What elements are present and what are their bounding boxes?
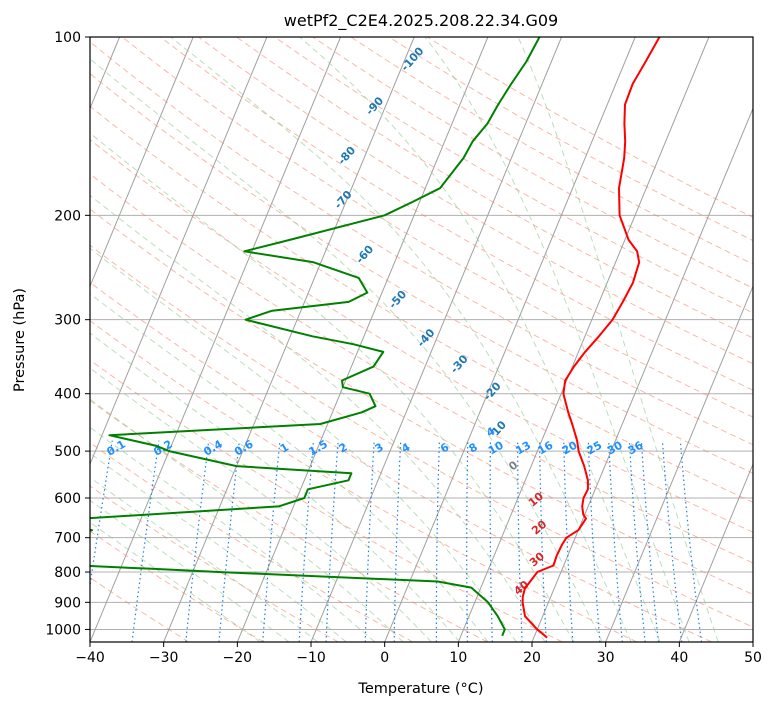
x-tick-label: −10 [296,650,326,666]
dry-adiabat-line [90,359,563,642]
mixing-ratio-line [466,440,469,642]
isotherm-line [163,37,415,642]
mixing-ratio-line [608,440,623,642]
mixing-ratio-line [90,440,113,590]
isotherm-line [90,37,194,288]
dry-adiabat-line [90,73,753,474]
mixing-ratio-line [661,440,683,642]
mixing-ratio-line [539,440,547,642]
moist-adiabat-line [517,37,719,642]
moist-adiabat-line [90,499,290,642]
y-tick-label: 800 [54,565,81,581]
moist-adiabat-line [424,37,690,642]
dry-adiabat-line [90,281,712,642]
x-axis-label: Temperature (°C) [357,681,483,697]
y-tick-label: 1000 [45,622,81,638]
isotherm-line [384,37,636,642]
x-tick-label: 30 [597,650,615,666]
dry-adiabat-line [90,208,753,596]
dry-adiabat-line [90,139,753,533]
mixing-ratio-line [435,440,440,642]
moist-adiabat-line [90,452,347,642]
dry-adiabat-line [312,37,753,289]
temperature-profile-line [521,37,661,639]
plot-background-lines [90,37,753,642]
dry-adiabat-line [90,442,414,642]
dry-adiabat-line [90,400,488,642]
x-tick-label: −30 [149,650,179,666]
mixing-ratio-line [517,440,523,642]
y-tick-label: 300 [54,313,81,329]
mixing-ratio-line [489,440,493,642]
x-tick-label: 0 [380,650,389,666]
isotherm-line [236,37,489,642]
moist-adiabat-line [90,426,376,642]
y-tick-label: 100 [54,30,81,46]
mixing-ratio-line [640,440,660,642]
x-tick-label: 20 [523,650,541,666]
x-tick-label: −20 [223,650,253,666]
isotherm-line [310,37,563,642]
dry-adiabat-line [90,41,753,446]
plot-profiles [90,37,661,639]
dry-adiabat-line [198,37,753,365]
mixing-ratio-line [679,440,703,642]
mixing-ratio-line [364,440,375,642]
mixing-ratio-line [262,440,281,642]
x-tick-label: 50 [744,650,762,666]
moist-adiabat-line [90,398,404,642]
isotherm-line [90,37,268,466]
dry-adiabat-line [90,173,753,564]
moist-adiabat-line [90,194,546,642]
moist-adiabat-line [90,293,489,642]
chart-title: wetPf2_C2E4.2025.208.22.34.G09 [284,11,558,31]
isotherm-line [678,462,753,642]
moist-adiabat-line [299,37,661,642]
mixing-ratio-line [325,440,339,642]
mixing-ratio-line [628,440,646,642]
axes-ticks: −40 −30 −20 −10 0 10 20 30 40 50 100 200 300 400 500 60… [45,30,762,666]
dry-adiabat-line [90,530,264,642]
y-tick-label: 600 [54,491,81,507]
dry-adiabat-line [90,485,339,642]
dewpoint-profile-line [90,37,541,637]
y-axis-label: Pressure (hPa) [12,288,28,392]
x-tick-label: 40 [670,650,688,666]
mixing-ratio-line [393,440,402,642]
isotherm-line [90,37,342,642]
isotherm-line [531,107,753,642]
x-tick-label: −40 [75,650,105,666]
moist-adiabat-line [90,58,603,642]
dry-adiabat-line [90,244,753,628]
dry-adiabat-line [90,105,753,503]
moist-adiabat-line [90,476,319,642]
moist-adiabat-line [170,37,632,642]
x-tick-label: 10 [449,650,467,666]
mixing-ratio-line [131,440,160,642]
isotherm-line [605,284,753,642]
y-tick-label: 200 [54,208,81,224]
y-tick-label: 700 [54,531,81,547]
y-tick-label: 900 [54,595,81,611]
moist-adiabat-line [90,132,575,642]
mixing-ratio-line [218,440,240,642]
mixing-ratio-line [563,440,574,642]
y-tick-label: 400 [54,387,81,403]
y-tick-label: 500 [54,444,81,460]
mixing-ratio-line [185,440,210,642]
dry-adiabat-line [159,37,753,391]
moist-adiabat-line [90,332,461,642]
moist-adiabat-line [90,521,261,642]
mixing-ratio-line [587,440,601,642]
isotherm-line [457,37,710,642]
plot-frame [89,36,754,643]
mixing-ratio-line [298,440,315,642]
